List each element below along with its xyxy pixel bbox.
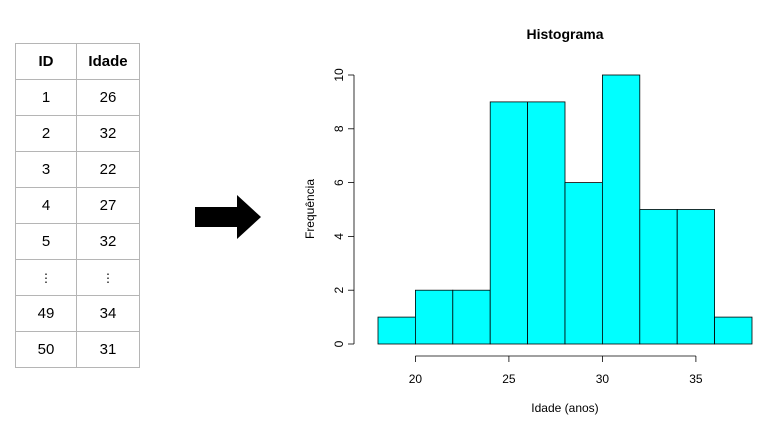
histogram-bar	[489, 101, 528, 345]
histogram-bar	[601, 74, 641, 345]
cell-id: 5	[15, 223, 77, 260]
cell-idade: 27	[76, 187, 140, 224]
cell-id: 50	[15, 331, 77, 368]
data-table: ID Idade 1 26 2 32 3 22 4 27 5 32 ⋮ ⋮ 49	[15, 43, 140, 368]
x-axis: 20 25 30 35	[409, 355, 703, 386]
table-row: 3 22	[15, 151, 140, 188]
y-tick-label: 0	[332, 340, 346, 347]
histogram-bar	[639, 209, 678, 345]
cell-idade-ellipsis: ⋮	[76, 259, 140, 296]
x-tick-label: 30	[596, 372, 610, 386]
histogram-chart: Histograma 20 25 30 35 0 2 4 6 8 10 Idade (anos)…	[303, 26, 753, 415]
histogram-bar	[415, 289, 454, 345]
cell-id: 3	[15, 151, 77, 188]
y-axis-label: Frequência	[303, 179, 317, 239]
table-row: 49 34	[15, 295, 140, 332]
bars-group	[377, 74, 753, 345]
histogram-bar	[714, 316, 753, 345]
table-header-row: ID Idade	[15, 43, 140, 80]
histogram-bar	[676, 209, 716, 345]
table-row: 2 32	[15, 115, 140, 152]
table-row: 1 26	[15, 79, 140, 116]
cell-idade: 32	[76, 223, 140, 260]
y-tick-label: 8	[332, 125, 346, 132]
table-row: 50 31	[15, 331, 140, 368]
histogram-bar	[527, 101, 566, 345]
x-axis-label: Idade (anos)	[531, 401, 598, 415]
cell-id: 1	[15, 79, 77, 116]
header-id: ID	[15, 43, 77, 80]
y-axis: 0 2 4 6 8 10	[332, 68, 355, 347]
table-row: 5 32	[15, 223, 140, 260]
cell-idade: 22	[76, 151, 140, 188]
x-tick-label: 25	[502, 372, 516, 386]
table-row: 4 27	[15, 187, 140, 224]
histogram-bar	[564, 182, 603, 345]
right-arrow-icon	[195, 195, 261, 239]
cell-id-ellipsis: ⋮	[15, 259, 77, 296]
cell-id: 49	[15, 295, 77, 332]
x-tick-label: 35	[689, 372, 703, 386]
histogram-bar	[452, 289, 491, 345]
cell-idade: 26	[76, 79, 140, 116]
cell-idade: 32	[76, 115, 140, 152]
chart-title: Histograma	[526, 26, 603, 42]
header-idade: Idade	[76, 43, 140, 80]
y-tick-label: 4	[332, 233, 346, 240]
cell-idade: 31	[76, 331, 140, 368]
y-tick-label: 2	[332, 287, 346, 294]
cell-id: 2	[15, 115, 77, 152]
cell-id: 4	[15, 187, 77, 224]
y-tick-label: 6	[332, 179, 346, 186]
cell-idade: 34	[76, 295, 140, 332]
table-row-ellipsis: ⋮ ⋮	[15, 259, 140, 296]
y-tick-label: 10	[332, 68, 346, 82]
x-tick-label: 20	[409, 372, 423, 386]
histogram-bar	[377, 316, 416, 345]
